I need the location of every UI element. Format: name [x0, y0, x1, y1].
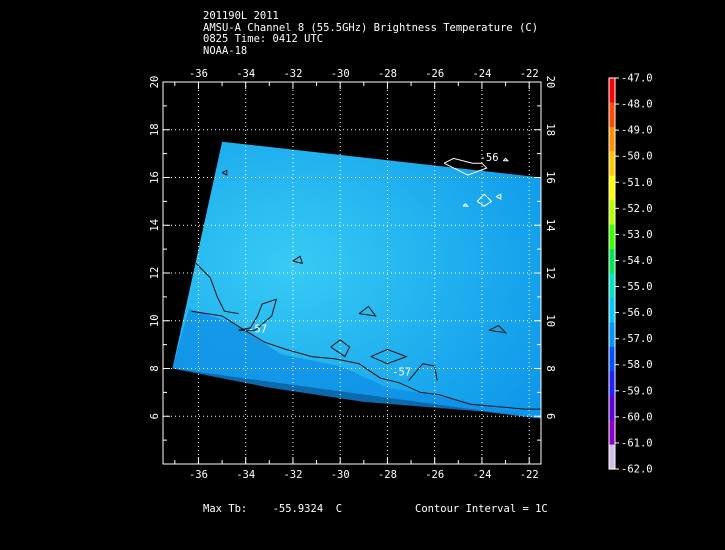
x-tick-label-top: -22	[520, 68, 539, 80]
x-tick-label-bottom: -32	[283, 469, 302, 481]
max-tb-readout: Max Tb: -55.9324 C	[203, 503, 342, 515]
colorbar-segment	[609, 297, 615, 323]
contour-line-10	[292, 255, 304, 265]
chart-header: 201190L 2011 AMSU-A Channel 8 (55.5GHz) B…	[203, 10, 539, 57]
contour-line-8	[488, 324, 508, 334]
colorbar-tick-label: -61.0	[621, 437, 653, 449]
colorbar-tick-label: -52.0	[621, 203, 653, 215]
y-tick-label-left: 16	[149, 171, 161, 184]
warm-contour-line-3	[495, 193, 502, 200]
max-tb-label: Max Tb:	[203, 503, 248, 515]
y-tick-label-right: 10	[544, 314, 556, 327]
colorbar-tick-label: -57.0	[621, 333, 653, 345]
warm-contour-line-1	[443, 157, 488, 176]
swath-cold-band	[172, 308, 541, 419]
max-tb-value: -55.9324	[272, 503, 324, 515]
y-tick-label-left: 10	[149, 314, 161, 327]
contour-line-1	[191, 310, 541, 410]
colorbar-tick-label: -50.0	[621, 151, 653, 163]
contour-line-4	[330, 339, 351, 358]
colorbar-segment	[609, 200, 615, 226]
contour-label: -57	[248, 324, 267, 336]
x-tick-label-bottom: -34	[236, 469, 255, 481]
y-tick-label-left: 12	[149, 267, 161, 280]
contour-line-2	[195, 263, 239, 315]
y-tick-label-right: 6	[544, 413, 556, 419]
x-tick-label-bottom: -36	[189, 469, 208, 481]
colorbar-segment	[609, 175, 615, 201]
contour-interval-label: Contour Interval = 1C	[415, 503, 548, 515]
x-tick-label-top: -26	[425, 68, 444, 80]
colorbar-segment	[609, 371, 615, 397]
y-tick-label-right: 8	[544, 365, 556, 371]
colorbar-tick-label: -62.0	[621, 464, 653, 476]
colorbar-segment	[609, 273, 615, 299]
colorbar-frame	[608, 77, 616, 470]
colorbar-segment	[609, 126, 615, 152]
warm-contour-line-5	[502, 157, 510, 162]
contour-line-6	[370, 348, 408, 365]
x-tick-label-top: -30	[331, 68, 350, 80]
colorbar-segment	[609, 420, 615, 446]
colorbar-segment	[609, 249, 615, 275]
x-tick-label-top: -28	[378, 68, 397, 80]
colorbar-segment	[609, 395, 615, 421]
y-tick-label-right: 18	[544, 123, 556, 136]
colorbar-segment	[609, 151, 615, 177]
y-tick-label-left: 8	[149, 365, 161, 371]
y-tick-label-left: 20	[149, 76, 161, 89]
x-tick-label-bottom: -24	[472, 469, 491, 481]
header-line-3: 0825 Time: 0412 UTC	[203, 33, 324, 45]
header-line-4: NOAA-18	[203, 44, 248, 57]
x-tick-label-top: -36	[189, 68, 208, 80]
contour-label: -56	[480, 152, 499, 164]
colorbar-tick-label: -54.0	[621, 255, 653, 267]
colorbar-tick-label: -59.0	[621, 385, 653, 397]
contour-line-9	[221, 169, 228, 176]
colorbar-tick-label: -58.0	[621, 359, 653, 371]
x-tick-label-bottom: -28	[378, 469, 397, 481]
x-tick-label-top: -32	[283, 68, 302, 80]
y-tick-label-left: 14	[149, 219, 161, 232]
colorbar-segment	[609, 102, 615, 128]
colorbar-segment	[609, 224, 615, 250]
contour-line-7	[408, 363, 438, 381]
y-tick-label-right: 14	[544, 219, 556, 232]
y-tick-label-right: 16	[544, 171, 556, 184]
x-tick-label-bottom: -26	[425, 469, 444, 481]
colorbar-segment	[609, 346, 615, 372]
colorbar-tick-label: -55.0	[621, 281, 653, 293]
x-tick-label-top: -24	[472, 68, 491, 80]
colorbar-tick-label: -48.0	[621, 99, 653, 111]
colorbar-tick-label: -60.0	[621, 411, 653, 423]
max-tb-unit: C	[335, 503, 343, 515]
x-tick-label-bottom: -30	[331, 469, 350, 481]
header-line-1: 201190L 2011	[203, 10, 279, 22]
colorbar-segment	[609, 78, 615, 104]
y-tick-label-left: 6	[149, 413, 161, 419]
colorbar-tick-label: -51.0	[621, 177, 653, 189]
x-tick-label-bottom: -22	[520, 469, 539, 481]
colorbar-segment	[609, 322, 615, 348]
colorbar-tick-label: -49.0	[621, 125, 653, 137]
contour-label: -57	[392, 367, 411, 379]
colorbar-segment	[609, 444, 615, 470]
warm-contour-line-4	[462, 203, 470, 207]
colorbar-tick-label: -53.0	[621, 229, 653, 241]
y-tick-label-right: 20	[544, 76, 556, 89]
x-tick-label-top: -34	[236, 68, 255, 80]
contour-line-3	[238, 298, 278, 331]
colorbar-tick-label: -47.0	[621, 73, 653, 85]
y-tick-label-right: 12	[544, 267, 556, 280]
warm-contour-line-2	[476, 193, 493, 207]
contour-line-5	[358, 305, 377, 317]
header-line-2: AMSU-A Channel 8 (55.5GHz) Brightness Te…	[203, 21, 539, 34]
colorbar-tick-label: -56.0	[621, 307, 653, 319]
y-tick-label-left: 18	[149, 123, 161, 136]
